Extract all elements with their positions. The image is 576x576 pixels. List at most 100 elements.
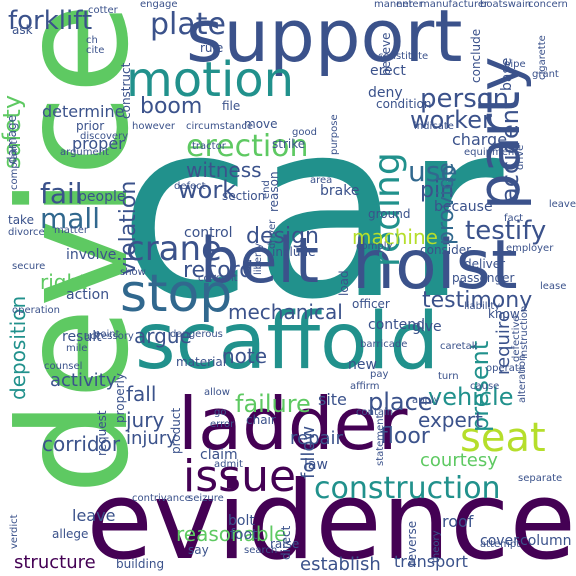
word-155: counsel (44, 361, 83, 372)
word-78: involve (66, 247, 117, 263)
word-95: section (222, 189, 266, 203)
word-171: attempt (480, 539, 521, 550)
word-25: use (408, 155, 458, 188)
word-45: vehicle (428, 383, 514, 411)
word-144: drive (515, 144, 526, 170)
word-26: pin (420, 178, 455, 203)
word-168: admit (214, 459, 243, 470)
word-64: bolt (228, 513, 255, 529)
word-89: deny (368, 85, 403, 101)
word-77: people (78, 189, 126, 205)
word-129: manner (374, 0, 413, 10)
word-33: design (246, 224, 319, 249)
word-10: plate (150, 7, 226, 42)
word-120: construct (119, 62, 133, 119)
word-91: rule (200, 41, 224, 55)
word-134: constitute (378, 51, 429, 62)
word-147: defect (174, 181, 206, 192)
word-158: affirm (350, 381, 380, 392)
word-141: good (292, 127, 317, 138)
word-160: turn (438, 371, 459, 382)
word-69: site (318, 390, 347, 409)
word-28: fail (40, 177, 83, 210)
word-179: matter (54, 225, 88, 236)
word-34: machine (352, 225, 438, 249)
word-41: argue (134, 324, 192, 348)
word-38: testimony (422, 288, 533, 313)
word-159: pay (370, 369, 389, 380)
word-8: motion (126, 52, 295, 108)
word-58: reasonable (176, 522, 287, 546)
word-93: move (244, 117, 278, 131)
word-151: accessory (84, 331, 134, 342)
word-20: worker (410, 106, 492, 134)
word-88: condition (376, 97, 432, 111)
word-173: apply (412, 395, 440, 406)
word-55: repair (290, 428, 343, 449)
word-46: place (368, 388, 433, 416)
word-82: contend (368, 317, 425, 333)
word-184: fact (504, 213, 524, 224)
word-85: consider (420, 243, 472, 257)
word-99: material (176, 355, 227, 369)
word-154: mile (66, 343, 88, 354)
word-123: load (337, 270, 351, 296)
word-180: operation (12, 305, 61, 316)
word-188: theory (431, 530, 442, 563)
word-68: claim (200, 447, 238, 463)
word-14: seat (460, 415, 546, 461)
word-113: raise (270, 537, 300, 551)
word-71: determine (42, 102, 125, 121)
word-105: discovery (80, 131, 129, 142)
word-111: say (188, 543, 209, 557)
word-169: contrivance (132, 493, 191, 504)
word-37: right (40, 270, 87, 294)
word-126: verdict (9, 514, 20, 549)
word-172: operate (486, 363, 525, 374)
word-108: request (95, 410, 109, 456)
word-152: consent (198, 273, 238, 284)
word-149: comply (356, 241, 393, 252)
word-4: ladder (178, 382, 408, 466)
word-143: equipment (464, 147, 519, 158)
word-156: dangerous (170, 329, 223, 340)
word-52: expert (418, 408, 483, 432)
word-51: corridor (42, 432, 121, 456)
word-187: pipe (504, 59, 526, 70)
word-48: fall (126, 382, 157, 406)
word-54: courtesy (420, 450, 498, 471)
word-112: building (116, 557, 165, 571)
word-116: reverse (405, 520, 419, 566)
word-19: person (420, 84, 510, 114)
word-65: foot (230, 527, 258, 543)
word-176: argument (60, 147, 109, 158)
word-72: proper (72, 134, 125, 153)
word-80: result (62, 329, 102, 345)
word-178: divorce (8, 227, 45, 238)
word-100: chair (246, 413, 276, 427)
word-133: concern (528, 0, 568, 10)
word-73: charge (452, 130, 508, 149)
word-124: separate (518, 473, 563, 484)
word-98: show (120, 267, 146, 278)
word-74: because (434, 199, 493, 215)
word-167: go (214, 407, 227, 418)
word-164: contain (356, 407, 394, 418)
word-150: liberty (253, 242, 264, 275)
word-50: injury (126, 428, 177, 449)
word-61: cover (480, 533, 519, 549)
word-101: take (8, 213, 34, 227)
word-40: mechanical (228, 300, 343, 324)
word-53: floor (380, 424, 430, 449)
word-16: crane (126, 229, 222, 269)
word-142: purpose (329, 114, 340, 155)
word-59: establish (300, 554, 381, 575)
word-104: prior (76, 119, 105, 133)
word-153: point (94, 329, 120, 340)
word-75: brake (320, 183, 360, 199)
word-136: grant (532, 69, 559, 80)
word-2: evidence (86, 459, 576, 576)
word-84: deliver (464, 257, 506, 271)
word-166: error (210, 419, 235, 430)
